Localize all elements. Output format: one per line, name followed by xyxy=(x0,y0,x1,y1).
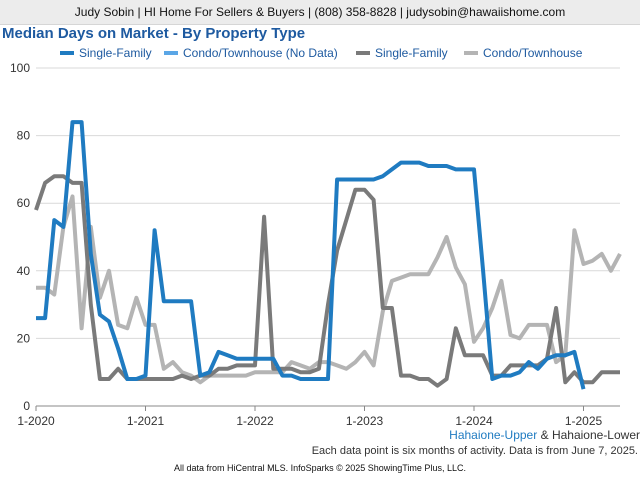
x-tick-label: 1-2023 xyxy=(346,414,384,428)
source-credit: All data from HiCentral MLS. InfoSparks … xyxy=(174,463,466,473)
data-note: Each data point is six months of activit… xyxy=(311,445,638,457)
contact-header-bar: Judy Sobin | HI Home For Sellers & Buyer… xyxy=(0,0,640,25)
x-tick-label: 1-2020 xyxy=(17,414,55,428)
chart-title: Median Days on Market - By Property Type xyxy=(2,25,306,42)
contact-line: Judy Sobin | HI Home For Sellers & Buyer… xyxy=(74,5,566,19)
y-tick-label: 20 xyxy=(17,331,31,345)
area-primary-label: Hahaione-Upper xyxy=(449,428,538,442)
x-tick-label: 1-2022 xyxy=(236,414,274,428)
legend-label: Condo/Townhouse (No Data) xyxy=(183,46,338,60)
legend: Single-Family Condo/Townhouse (No Data) Si… xyxy=(60,46,583,60)
x-tick-label: 1-2024 xyxy=(455,414,493,428)
y-tick-label: 40 xyxy=(17,264,31,278)
legend-label: Single-Family xyxy=(375,46,448,60)
x-tick-label: 1-2021 xyxy=(127,414,165,428)
area-caption: Hahaione-Upper & Hahaione-Lower xyxy=(449,428,640,442)
area-secondary-label: Hahaione-Lower xyxy=(551,428,640,442)
x-tick-label: 1-2025 xyxy=(565,414,603,428)
legend-label: Single-Family xyxy=(79,46,152,60)
grid-layer xyxy=(36,67,620,407)
legend-label: Condo/Townhouse xyxy=(483,46,583,60)
series-line xyxy=(36,120,586,390)
y-tick-label: 80 xyxy=(17,129,31,143)
area-connector-label: & xyxy=(540,428,549,442)
y-tick-label: 0 xyxy=(23,399,30,413)
series-layer xyxy=(34,120,622,390)
y-tick-label: 60 xyxy=(17,196,31,210)
y-tick-label: 100 xyxy=(10,61,30,75)
axis-layer: 0 20 40 60 80 100 1-2020 1-2021 1-2022 1-2023 1-20… xyxy=(10,61,620,428)
